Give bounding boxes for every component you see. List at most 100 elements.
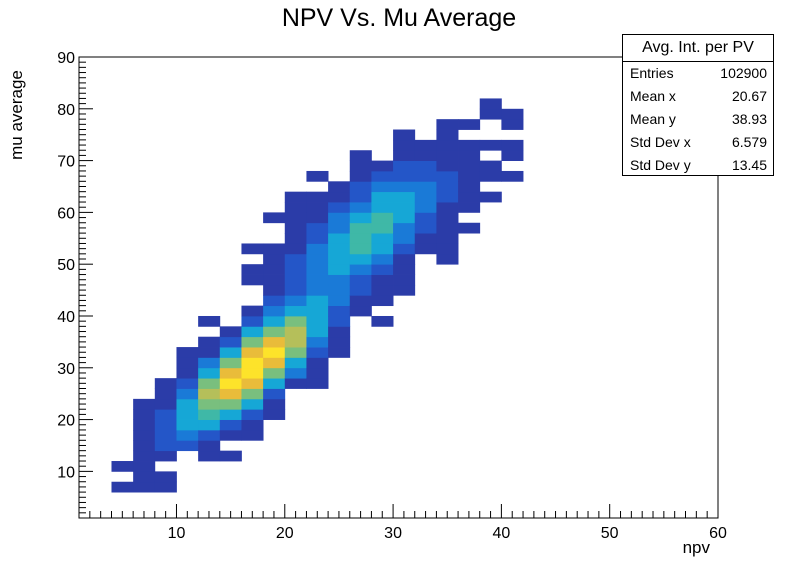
heatmap-cell	[306, 243, 329, 255]
heatmap-cell	[414, 212, 437, 224]
heatmap-cell	[414, 181, 437, 193]
heatmap-cell	[371, 222, 394, 234]
heatmap-cell	[133, 471, 156, 483]
heatmap-cell	[371, 315, 394, 327]
heatmap-cell	[198, 440, 221, 452]
heatmap-cell	[219, 378, 242, 389]
heatmap-cell	[349, 181, 372, 193]
heatmap-cell	[306, 305, 329, 317]
heatmap-cell	[306, 170, 329, 182]
heatmap-cell	[176, 429, 199, 441]
heatmap-cell	[219, 388, 242, 400]
y-tick-label: 50	[57, 257, 75, 274]
heatmap-cell	[306, 315, 329, 327]
heatmap-cell	[154, 398, 177, 410]
heatmap-cell	[284, 264, 307, 275]
heatmap-cell	[263, 274, 286, 286]
y-tick-label: 30	[57, 361, 75, 378]
heatmap-cell	[241, 336, 264, 348]
heatmap-cell	[133, 440, 156, 452]
heatmap-cell	[436, 170, 459, 182]
heatmap-cell	[436, 129, 459, 141]
heatmap-cell	[371, 202, 394, 213]
stats-label: Entries	[630, 65, 674, 81]
heatmap-cell	[306, 253, 329, 265]
heatmap-cell	[198, 419, 221, 431]
x-tick-label: 50	[601, 525, 619, 542]
y-tick-label: 20	[57, 413, 75, 430]
heatmap-cell	[458, 119, 481, 130]
heatmap-cell	[436, 253, 459, 265]
heatmap-cell	[349, 264, 372, 275]
heatmap-cell	[479, 191, 502, 203]
heatmap-cell	[458, 139, 481, 151]
heatmap-cell	[328, 202, 351, 213]
heatmap-cell	[198, 315, 221, 327]
heatmap-cell	[241, 419, 264, 431]
heatmap-cell	[479, 170, 502, 182]
heatmap-cell	[284, 305, 307, 317]
heatmap-cell	[306, 357, 329, 369]
heatmap-cell	[284, 274, 307, 286]
heatmap-cell	[263, 264, 286, 275]
heatmap-cell	[198, 357, 221, 369]
heatmap-cell	[393, 274, 416, 286]
heatmap-cell	[371, 264, 394, 275]
heatmap-cell	[241, 326, 264, 338]
stats-row-mean-y: Mean y 38.93	[623, 108, 773, 131]
heatmap-cell	[154, 388, 177, 400]
heatmap-cell	[306, 212, 329, 224]
heatmap-cell	[284, 243, 307, 255]
heatmap-cell	[414, 191, 437, 203]
heatmap-cell	[349, 202, 372, 213]
x-tick-label: 20	[276, 525, 294, 542]
heatmap-cell	[436, 191, 459, 203]
heatmap-cell	[241, 378, 264, 389]
heatmap-cell	[371, 212, 394, 224]
heatmap-cell	[393, 139, 416, 151]
heatmap-cell	[176, 347, 199, 358]
heatmap-cell	[328, 222, 351, 234]
heatmap-cell	[371, 284, 394, 296]
heatmap-cell	[436, 160, 459, 172]
heatmap-cell	[328, 347, 351, 358]
heatmap-cell	[458, 150, 481, 161]
heatmap-cell	[219, 347, 242, 358]
heatmap-cell	[458, 160, 481, 172]
heatmap-cell	[479, 160, 502, 172]
heatmap-cell	[198, 388, 221, 400]
heatmap-cell	[198, 378, 221, 389]
heatmap-cell	[371, 253, 394, 265]
stats-row-mean-x: Mean x 20.67	[623, 85, 773, 108]
heatmap-cell	[241, 274, 264, 286]
heatmap-cell	[306, 284, 329, 296]
heatmap-cell	[133, 461, 156, 472]
heatmap-cell	[111, 461, 134, 472]
heatmap-cell	[198, 367, 221, 379]
heatmap-cell	[328, 326, 351, 338]
heatmap-cell	[263, 315, 286, 327]
heatmap-cell	[306, 326, 329, 338]
x-tick-label: 30	[384, 525, 402, 542]
heatmap-cell	[371, 274, 394, 286]
heatmap-cell	[241, 429, 264, 441]
heatmap-cell	[458, 191, 481, 203]
heatmap-cell	[393, 222, 416, 234]
heatmap-cell	[501, 150, 524, 161]
chart-title: NPV Vs. Mu Average	[281, 4, 517, 32]
heatmap-cell	[458, 170, 481, 182]
heatmap-cell	[176, 378, 199, 389]
heatmap-cell	[284, 357, 307, 369]
heatmap-cell	[241, 409, 264, 420]
heatmap-cell	[328, 305, 351, 317]
heatmap-cell	[501, 170, 524, 182]
x-tick-label: 60	[709, 525, 727, 542]
heatmap-cell	[154, 429, 177, 441]
heatmap-cell	[154, 440, 177, 452]
heatmap-cell	[263, 326, 286, 338]
heatmap-cell	[349, 305, 372, 317]
heatmap-cell	[436, 222, 459, 234]
heatmap-cell	[263, 243, 286, 255]
heatmap-cell	[284, 347, 307, 358]
